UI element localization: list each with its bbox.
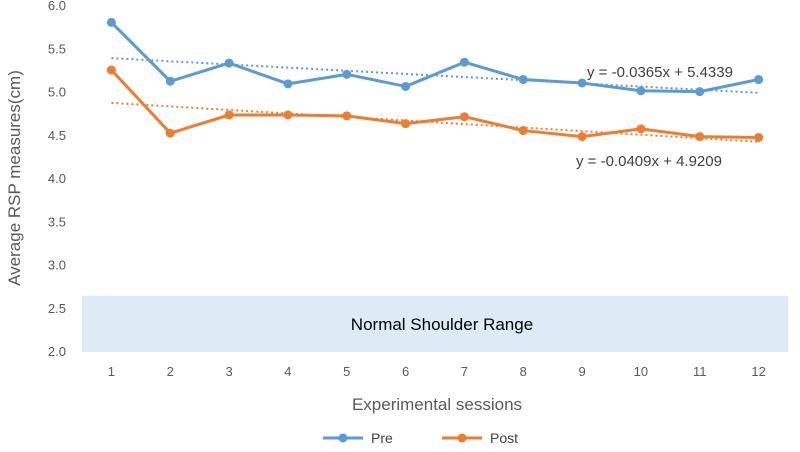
x-tick-label: 8 <box>520 364 527 379</box>
y-tick-label: 5.0 <box>48 85 66 100</box>
x-tick-label: 7 <box>461 364 468 379</box>
data-point-pre <box>636 86 646 96</box>
data-point-post <box>459 112 469 122</box>
x-tick-label: 10 <box>634 364 648 379</box>
y-tick-label: 5.5 <box>48 41 66 56</box>
data-point-post <box>401 119 411 129</box>
x-tick-label: 4 <box>284 364 291 379</box>
data-point-pre <box>459 57 469 67</box>
data-point-pre <box>577 78 587 88</box>
data-series <box>106 17 764 142</box>
legend-label-post: Post <box>490 430 518 446</box>
trendlines <box>111 57 759 143</box>
data-point-post <box>518 126 528 136</box>
data-point-post <box>342 111 352 121</box>
data-point-pre <box>283 79 293 89</box>
trendline-equation-post: y = -0.0409x + 4.9209 <box>576 153 722 170</box>
data-point-post <box>636 124 646 134</box>
series-line-post <box>110 68 759 139</box>
y-tick-label: 4.5 <box>48 128 66 143</box>
data-point-post <box>695 132 705 142</box>
legend: Pre Post <box>323 430 518 446</box>
data-point-pre <box>165 76 175 86</box>
data-point-pre <box>224 58 234 68</box>
data-point-pre <box>106 17 116 27</box>
y-tick-label: 2.0 <box>48 344 66 359</box>
y-tick-label: 6.0 <box>48 0 66 13</box>
data-point-post <box>283 110 293 120</box>
data-point-post <box>577 132 587 142</box>
legend-marker-pre <box>338 433 348 443</box>
x-axis-ticks: 1 2 3 4 5 6 7 8 9 10 11 12 <box>108 364 766 379</box>
x-tick-label: 2 <box>167 364 174 379</box>
trendline-post <box>111 101 759 143</box>
data-point-pre <box>401 81 411 91</box>
data-point-post <box>224 110 234 120</box>
data-point-pre <box>518 75 528 85</box>
x-axis-title: Experimental sessions <box>352 395 522 414</box>
trendline-equation-pre: y = -0.0365x + 5.4339 <box>587 64 733 81</box>
x-tick-label: 11 <box>693 364 707 379</box>
normal-range-band <box>82 295 788 352</box>
data-point-post <box>165 128 175 138</box>
legend-label-pre: Pre <box>371 430 393 446</box>
x-tick-label: 5 <box>343 364 350 379</box>
x-tick-label: 9 <box>578 364 585 379</box>
data-point-pre <box>754 75 764 85</box>
y-tick-label: 3.0 <box>48 258 66 273</box>
y-axis-ticks: 2.0 2.5 3.0 3.5 4.0 4.5 5.0 5.5 6.0 <box>48 0 66 359</box>
annotations: y = -0.0365x + 5.4339 y = -0.0409x + 4.92… <box>576 64 733 170</box>
normal-range-label: Normal Shoulder Range <box>351 315 533 334</box>
y-tick-label: 3.5 <box>48 214 66 229</box>
x-tick-label: 1 <box>108 364 115 379</box>
normal-range-band-layer: Normal Shoulder Range <box>82 295 788 352</box>
data-point-pre <box>695 87 705 97</box>
data-point-post <box>106 65 116 75</box>
data-point-pre <box>342 69 352 79</box>
data-point-post <box>754 132 764 142</box>
x-tick-label: 3 <box>225 364 232 379</box>
y-axis-title: Average RSP measures(cm) <box>5 70 24 286</box>
x-tick-label: 6 <box>402 364 409 379</box>
legend-marker-post <box>457 433 467 443</box>
x-tick-label: 12 <box>751 364 765 379</box>
trendline-pre <box>111 57 759 94</box>
series-line-pre <box>110 21 759 94</box>
y-tick-label: 4.0 <box>48 171 66 186</box>
y-tick-label: 2.5 <box>48 301 66 316</box>
